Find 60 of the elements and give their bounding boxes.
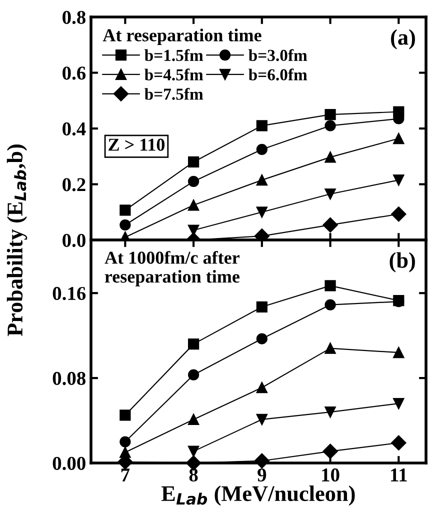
point xyxy=(391,206,406,222)
y-tick-label: 0.0 xyxy=(62,234,86,248)
x-tick-label: 7 xyxy=(121,468,130,482)
point xyxy=(188,156,200,168)
point xyxy=(256,144,268,155)
point xyxy=(324,299,336,310)
legend-label: b=3.0fm xyxy=(248,49,308,62)
x-tick-label: 11 xyxy=(391,468,407,482)
legend-label: b=6.0fm xyxy=(248,68,308,80)
point xyxy=(120,219,131,231)
point xyxy=(324,280,336,292)
point xyxy=(120,410,131,421)
point xyxy=(256,301,268,312)
point xyxy=(393,174,404,186)
y-tick-label: 0.16 xyxy=(52,286,86,300)
point xyxy=(322,444,338,459)
point xyxy=(324,152,336,163)
x-tick-label: 9 xyxy=(258,468,266,482)
point xyxy=(188,176,200,188)
point xyxy=(322,217,338,233)
annotation: At 1000fm/c after reseparation time xyxy=(104,250,240,286)
y-tick-label: 0.2 xyxy=(62,178,86,192)
point xyxy=(324,406,336,418)
point xyxy=(256,414,268,426)
point xyxy=(391,435,406,450)
legend-title: At reseparation time xyxy=(102,28,262,46)
point xyxy=(324,120,336,132)
point xyxy=(188,338,200,350)
point xyxy=(188,369,200,380)
point xyxy=(188,200,200,211)
x-tick-label: 10 xyxy=(322,468,340,482)
y-tick-label: 0.6 xyxy=(62,66,86,80)
x-axis-title: E$_{Lab}$ (MeV/nucleon) xyxy=(161,485,355,506)
y-tick-label: 0.08 xyxy=(52,372,86,386)
point xyxy=(120,204,131,216)
point xyxy=(256,120,268,132)
point xyxy=(393,347,404,358)
point xyxy=(393,398,404,410)
point xyxy=(324,342,336,354)
point xyxy=(256,174,268,186)
point xyxy=(324,109,336,120)
point xyxy=(188,414,200,426)
point xyxy=(256,333,268,344)
point xyxy=(256,206,268,218)
point xyxy=(256,382,268,394)
point xyxy=(120,436,131,448)
y-tick-label: 0.00 xyxy=(52,456,86,470)
y-axis-title: Probability (E$_{Lab}$,b) xyxy=(6,144,28,336)
y-tick-label: 0.8 xyxy=(62,10,86,24)
annotation: (a) xyxy=(391,29,415,50)
y-tick-label: 0.4 xyxy=(62,122,86,136)
annotation: (b) xyxy=(390,252,415,272)
point xyxy=(324,188,336,200)
x-tick-label: 8 xyxy=(189,468,198,482)
annotation: Z > 110 xyxy=(108,138,165,151)
point xyxy=(188,446,200,457)
legend-label: b=1.5fm xyxy=(144,49,204,62)
legend-label: b=4.5fm xyxy=(144,68,204,80)
point xyxy=(393,132,404,144)
legend-label: b=7.5fm xyxy=(144,88,204,100)
